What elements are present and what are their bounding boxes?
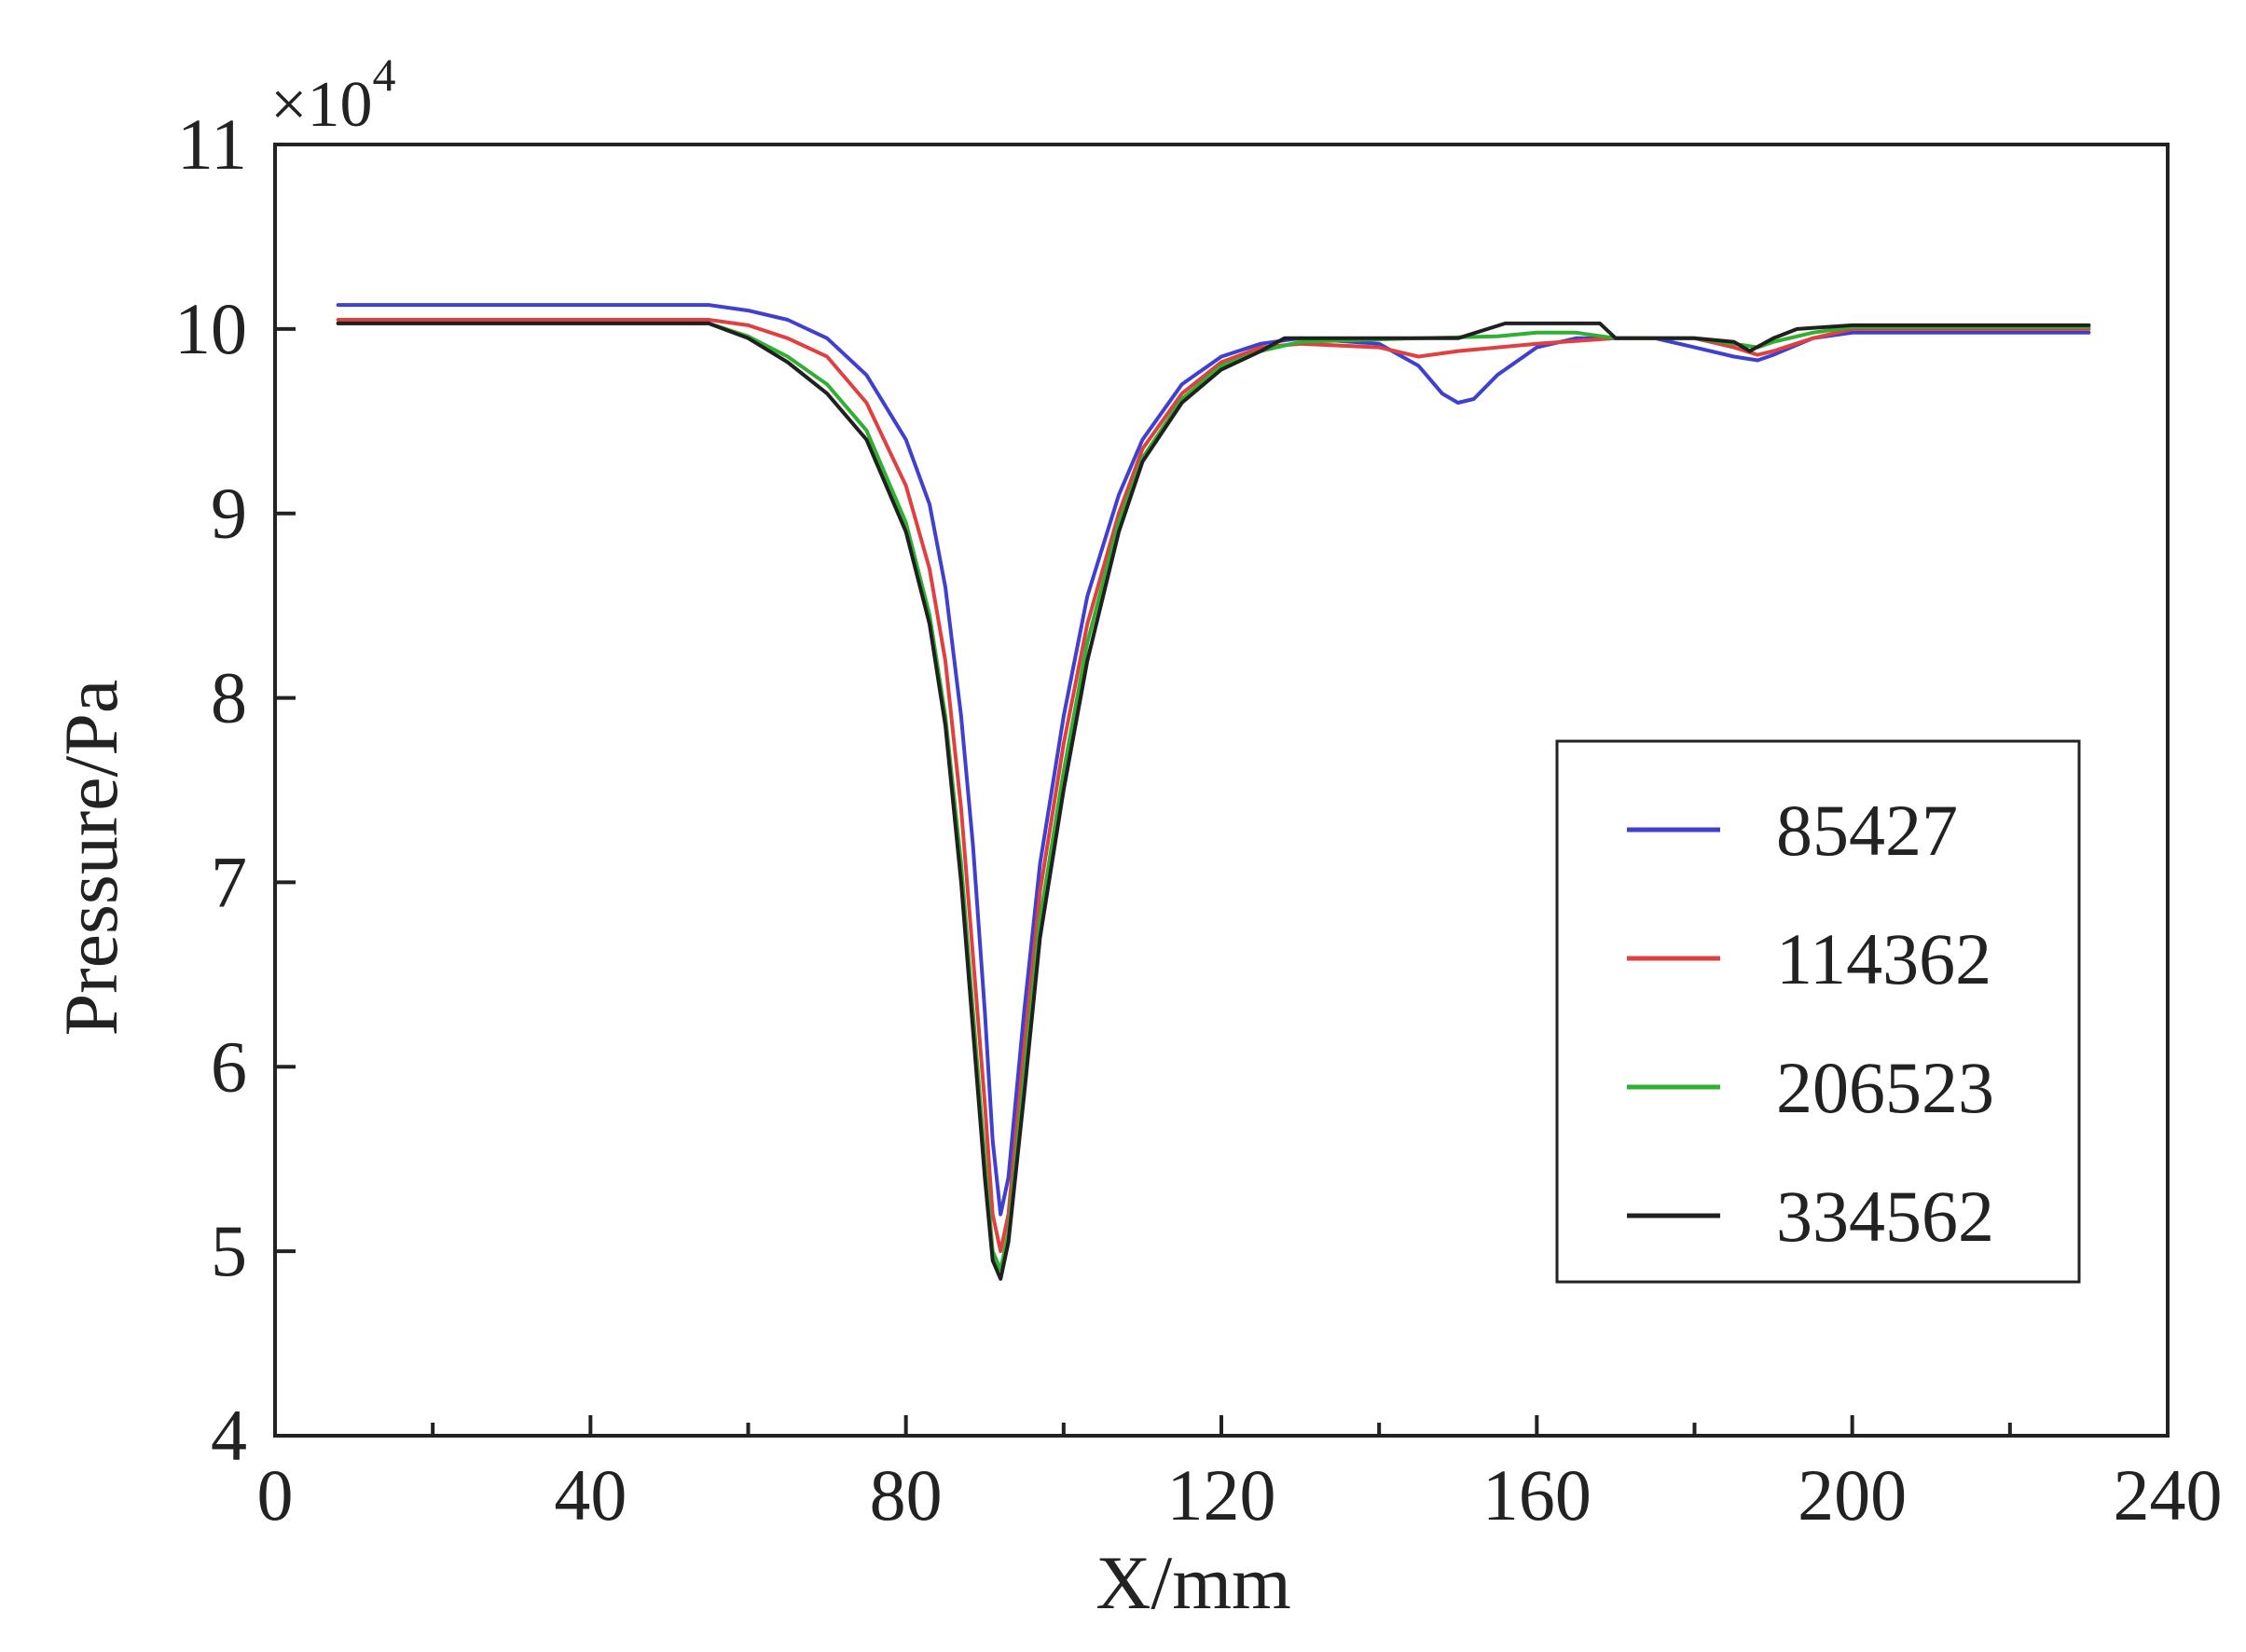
x-tick-label: 120 [1167, 1454, 1276, 1535]
x-tick-label: 240 [2114, 1454, 2223, 1535]
tick-layer: 0 40 80 120 160 200 240 4 5 6 7 8 9 10 11 [174, 103, 2223, 1535]
y-tick-label: 7 [211, 841, 247, 922]
legend-label: 334562 [1776, 1176, 1994, 1257]
x-tick-label: 160 [1482, 1454, 1591, 1535]
legend-label: 206523 [1776, 1047, 1994, 1128]
legend-label: 114362 [1776, 918, 1991, 999]
y-tick-label: 8 [211, 657, 247, 738]
x-tick-label: 40 [554, 1454, 627, 1535]
series-layer [336, 303, 2091, 1281]
y-tick-label: 11 [177, 103, 247, 185]
y-tick-label: 9 [211, 473, 247, 554]
legend-items: 85427 114362 206523 334562 [1627, 790, 1994, 1257]
series-line-85427 [336, 303, 2091, 1217]
y-multiplier-base: ×10 [270, 69, 372, 141]
x-axis-label: X/mm [1095, 1540, 1291, 1625]
y-tick-label: 6 [211, 1026, 247, 1107]
y-tick-label: 5 [211, 1210, 247, 1291]
legend-label: 85427 [1776, 790, 1958, 871]
legend: 85427 114362 206523 334562 [1555, 739, 2081, 1284]
y-axis-label: Pressure/Pa [48, 680, 133, 1037]
y-axis-multiplier: ×104 [270, 48, 395, 141]
y-tick-label: 4 [211, 1395, 247, 1476]
x-tick-label: 200 [1798, 1454, 1907, 1535]
y-multiplier-exponent: 4 [372, 48, 395, 101]
x-tick-label: 80 [870, 1454, 943, 1535]
x-tick-label: 0 [257, 1454, 294, 1535]
y-tick-label: 10 [174, 288, 247, 369]
legend-box [1555, 739, 2081, 1284]
series-line-334562 [336, 321, 2091, 1281]
